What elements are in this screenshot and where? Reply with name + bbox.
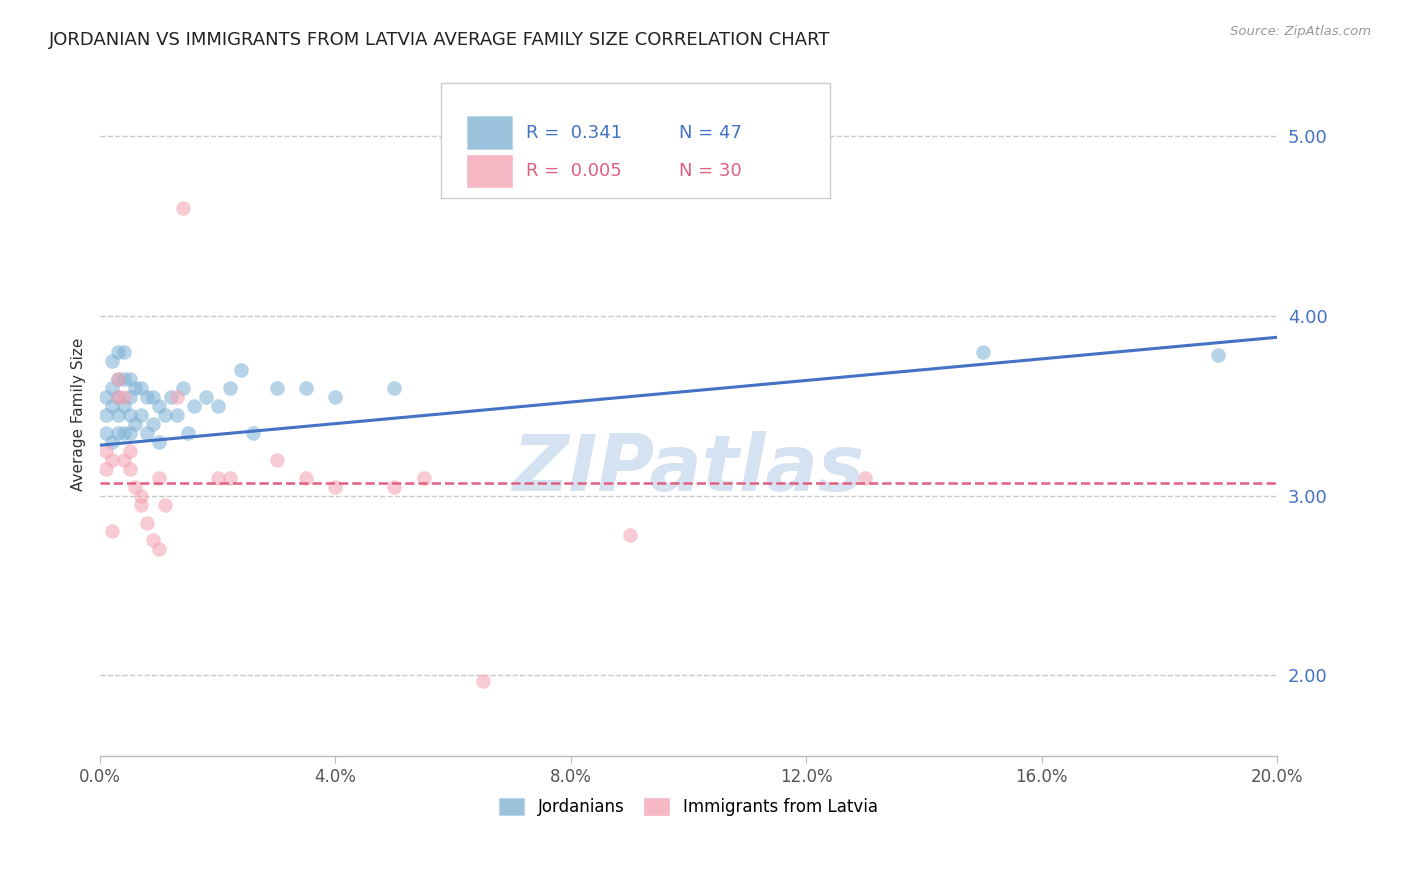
Point [107,344,129,359]
Text: N = 30: N = 30 [679,162,742,180]
Point [94,390,117,404]
Point [107,372,129,386]
Point [112,372,135,386]
Text: R =  0.341: R = 0.341 [526,123,623,142]
Point [94,425,117,440]
Point [218,381,240,395]
Point [159,390,181,404]
Point [142,390,165,404]
Point [101,524,124,539]
FancyBboxPatch shape [467,154,512,187]
Point [112,344,135,359]
Point [101,381,124,395]
Point [242,425,264,440]
Point [112,452,135,467]
Point [136,516,159,530]
FancyBboxPatch shape [467,116,512,149]
Point [118,425,141,440]
Point [94,461,117,475]
Point [94,443,117,458]
Point [231,362,253,376]
Point [266,381,288,395]
Point [382,381,405,395]
Point [107,425,129,440]
Point [412,470,434,484]
Point [295,381,318,395]
Point [118,390,141,404]
Point [325,479,347,493]
Point [118,443,141,458]
Point [853,470,876,484]
Point [183,399,205,413]
Point [177,425,200,440]
Legend: Jordanians, Immigrants from Latvia: Jordanians, Immigrants from Latvia [492,791,884,823]
Point [107,390,129,404]
Point [136,425,159,440]
Point [124,479,146,493]
Point [118,372,141,386]
Point [131,498,153,512]
Point [207,470,229,484]
Point [172,381,194,395]
Point [142,533,165,548]
Point [295,470,318,484]
Point [325,390,347,404]
Point [107,372,129,386]
Point [136,390,159,404]
Point [124,417,146,431]
Point [266,452,288,467]
Point [153,408,176,422]
Point [148,434,170,449]
Point [972,344,994,359]
Point [131,408,153,422]
Point [112,399,135,413]
Point [107,408,129,422]
Text: R =  0.005: R = 0.005 [526,162,621,180]
Point [101,353,124,368]
Y-axis label: Average Family Size: Average Family Size [72,338,86,491]
Text: ZIPatlas: ZIPatlas [512,432,865,508]
Point [118,461,141,475]
Point [172,201,194,215]
Point [112,425,135,440]
Point [118,408,141,422]
Point [101,452,124,467]
Point [1206,348,1229,362]
Point [148,399,170,413]
Text: N = 47: N = 47 [679,123,742,142]
Point [112,390,135,404]
Point [148,542,170,557]
Point [218,470,240,484]
Point [207,399,229,413]
Point [124,381,146,395]
Point [382,479,405,493]
FancyBboxPatch shape [441,83,830,198]
Point [471,673,494,688]
Point [142,417,165,431]
Point [131,489,153,503]
Point [195,390,218,404]
Point [166,390,188,404]
Point [107,390,129,404]
Point [619,528,641,542]
Point [101,434,124,449]
Point [101,399,124,413]
Point [166,408,188,422]
Point [148,470,170,484]
Point [153,498,176,512]
Text: Source: ZipAtlas.com: Source: ZipAtlas.com [1230,25,1371,38]
Point [131,381,153,395]
Point [94,408,117,422]
Text: JORDANIAN VS IMMIGRANTS FROM LATVIA AVERAGE FAMILY SIZE CORRELATION CHART: JORDANIAN VS IMMIGRANTS FROM LATVIA AVER… [49,31,831,49]
